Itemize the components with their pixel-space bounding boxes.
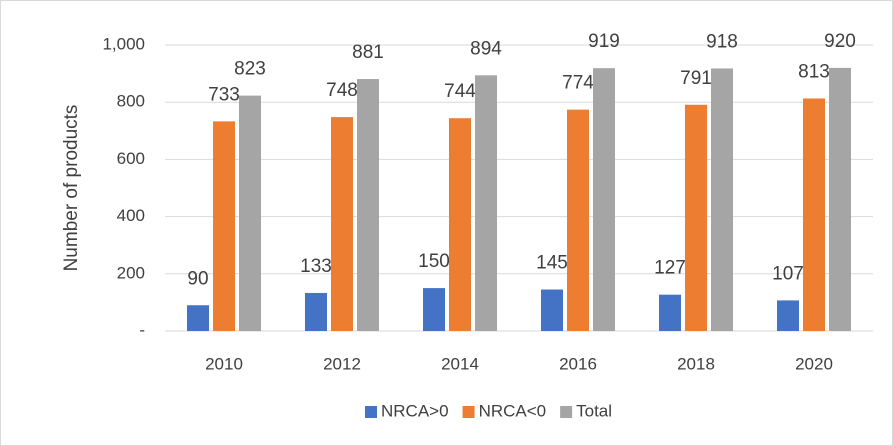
y-axis-label: Number of products <box>61 105 82 272</box>
data-label: 145 <box>536 253 568 274</box>
data-label: 90 <box>187 268 208 289</box>
bar <box>541 289 563 331</box>
bar <box>331 117 353 332</box>
x-tick-label: 2010 <box>205 354 243 373</box>
bar <box>567 109 589 331</box>
data-label: 919 <box>588 31 620 52</box>
x-tick-label: 2014 <box>441 354 479 373</box>
bar <box>449 118 471 331</box>
bar <box>239 95 261 331</box>
data-label: 150 <box>418 251 450 272</box>
bar <box>685 104 707 331</box>
legend-label: Total <box>576 401 612 420</box>
bar <box>423 288 445 331</box>
legend-label: NRCA<0 <box>479 401 547 420</box>
data-label: 744 <box>444 81 476 102</box>
data-label: 920 <box>824 31 856 52</box>
y-tick-label: 600 <box>117 149 145 168</box>
legend-swatch <box>560 406 573 418</box>
bar <box>803 98 825 332</box>
bar <box>777 300 799 331</box>
data-label: 823 <box>234 59 266 80</box>
bar <box>187 305 209 331</box>
bar <box>213 121 235 331</box>
bar <box>357 79 379 331</box>
bar <box>475 75 497 331</box>
data-label: 918 <box>706 31 738 52</box>
y-tick-label: 200 <box>117 263 145 282</box>
data-label: 133 <box>300 256 332 277</box>
y-tick-label: 1,000 <box>102 34 145 53</box>
data-label: 894 <box>470 38 502 59</box>
legend-label: NRCA>0 <box>381 401 449 420</box>
y-tick-label: 400 <box>117 206 145 225</box>
legend-swatch <box>462 406 475 418</box>
x-tick-label: 2018 <box>677 354 715 373</box>
data-label: 107 <box>772 263 804 284</box>
x-tick-label: 2020 <box>795 354 833 373</box>
x-tick-label: 2016 <box>559 354 597 373</box>
y-tick-label: - <box>139 320 145 339</box>
data-label: 791 <box>680 68 712 89</box>
data-label: 813 <box>798 61 830 82</box>
x-tick-label: 2012 <box>323 354 361 373</box>
bar <box>659 294 681 331</box>
bar <box>711 68 733 332</box>
bar <box>829 67 851 331</box>
data-label: 881 <box>352 42 384 63</box>
data-label: 748 <box>326 80 358 101</box>
y-tick-label: 800 <box>117 92 145 111</box>
data-label: 733 <box>208 84 240 105</box>
legend-swatch <box>365 406 377 418</box>
bar <box>593 68 615 331</box>
bar <box>305 292 327 331</box>
data-label: 127 <box>654 258 686 279</box>
data-label: 774 <box>562 73 594 94</box>
